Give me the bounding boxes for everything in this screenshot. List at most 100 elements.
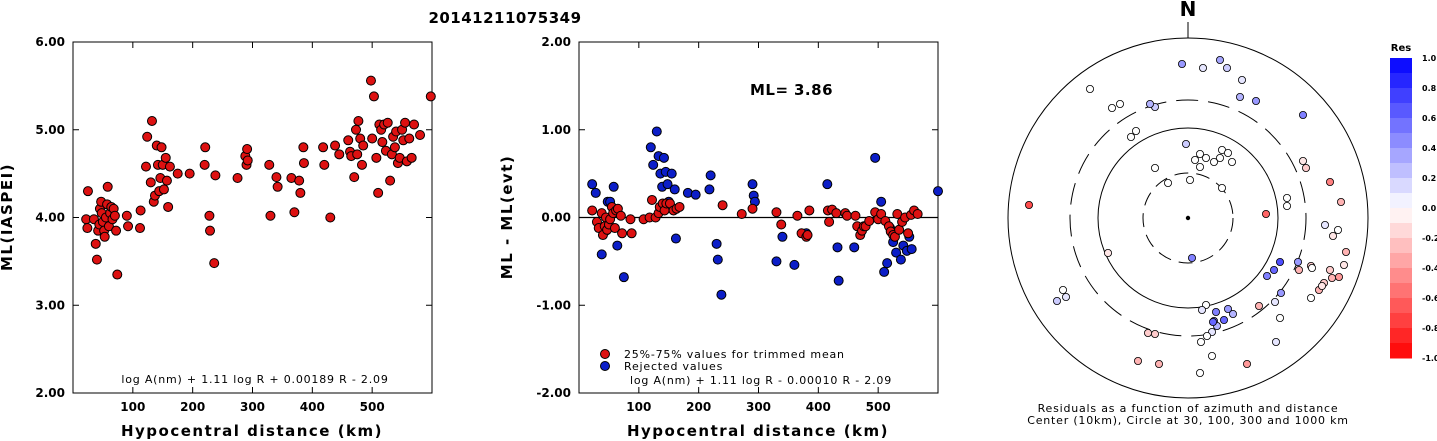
- accepted-point: [674, 201, 685, 212]
- rejected-point: [716, 289, 727, 300]
- magnitude-point: [91, 254, 102, 265]
- rejected-point: [690, 189, 701, 200]
- magnitude-point: [349, 172, 360, 183]
- magnitude-point: [164, 161, 175, 172]
- colorbar-cell: [1390, 223, 1412, 239]
- magnitude-point: [111, 225, 122, 236]
- rejected-point: [596, 249, 607, 260]
- accepted-point: [747, 203, 758, 214]
- magnitude-point: [209, 258, 220, 269]
- plot2-xtick-label: 100: [626, 400, 651, 414]
- plot1-ytick-label: 2.00: [35, 386, 65, 400]
- accepted-point: [903, 228, 914, 239]
- magnitude-point: [109, 210, 120, 221]
- magnitude-point: [112, 269, 123, 280]
- magnitude-point: [82, 186, 93, 197]
- accepted-point: [625, 214, 636, 225]
- rejected-point: [645, 142, 656, 153]
- station-residual-point: [1283, 193, 1292, 202]
- magnitude-point: [146, 115, 157, 126]
- station-residual-point: [1186, 175, 1195, 184]
- magnitude-point: [102, 181, 113, 192]
- plot2-xtick-label: 200: [686, 400, 711, 414]
- station-residual-point: [1062, 292, 1071, 301]
- colorbar-cell: [1390, 178, 1412, 194]
- station-residual-point: [1199, 64, 1208, 73]
- magnitude-point: [404, 133, 415, 144]
- plot1-ytick-label: 3.00: [35, 298, 65, 312]
- colorbar-cell: [1390, 118, 1412, 134]
- plot1-y-axis-label: ML(IASPEI): [0, 163, 16, 271]
- rejected-point: [933, 186, 943, 197]
- station-residual-point: [1223, 64, 1232, 73]
- magnitude-point: [356, 159, 367, 170]
- colorbar-tick-label: 0.8: [1422, 84, 1437, 93]
- polar-points: [1025, 56, 1351, 377]
- legend-accepted-marker: [600, 349, 610, 359]
- station-residual-point: [1276, 257, 1285, 266]
- magnitude-point: [90, 238, 101, 249]
- station-residual-point: [1329, 231, 1338, 240]
- rejected-point: [711, 238, 722, 249]
- rejected-point: [870, 152, 881, 163]
- rejected-point: [879, 266, 890, 277]
- magnitude-point: [264, 159, 275, 170]
- accepted-point: [587, 205, 598, 216]
- plot1-ytick-label: 6.00: [35, 35, 65, 49]
- station-residual-point: [1202, 153, 1211, 162]
- colorbar-cell: [1390, 208, 1412, 224]
- magnitude-point: [389, 142, 400, 153]
- rejected-point: [833, 275, 844, 286]
- magnitude-point: [353, 115, 364, 126]
- station-residual-point: [1212, 307, 1221, 316]
- station-residual-point: [1203, 331, 1212, 340]
- rejected-point: [608, 181, 619, 192]
- colorbar-cell: [1390, 268, 1412, 284]
- ring-30km: [1142, 172, 1234, 264]
- accepted-point: [771, 207, 782, 218]
- ml-value: 3.86: [794, 81, 833, 99]
- station-residual-point: [1283, 201, 1292, 210]
- station-residual-point: [1144, 328, 1153, 337]
- station-residual-point: [1342, 247, 1351, 256]
- rejected-point: [849, 242, 860, 253]
- polar-caption-line1: Residuals as a function of azimuth and d…: [1038, 402, 1339, 415]
- magnitude-point: [409, 119, 420, 130]
- rejected-point: [771, 256, 782, 267]
- rejected-point: [670, 233, 681, 244]
- station-residual-point: [1198, 305, 1207, 314]
- ring-300km: [1069, 99, 1307, 337]
- station-residual-point: [1270, 265, 1279, 274]
- magnitude-point: [294, 175, 305, 186]
- station-residual-point: [1334, 225, 1343, 234]
- legend-rejected-label: Rejected values: [624, 360, 723, 373]
- colorbar-tick-label: -0.4: [1422, 264, 1437, 273]
- colorbar-tick-label: 0.6: [1422, 114, 1437, 123]
- magnitude-point: [289, 207, 300, 218]
- plot1-xtick-label: 300: [240, 400, 265, 414]
- station-residual-point: [1196, 162, 1205, 171]
- station-residual-point: [1104, 248, 1113, 257]
- magnitude-point: [140, 161, 151, 172]
- magnitude-point: [334, 149, 345, 160]
- colorbar-tick-label: -0.6: [1422, 294, 1437, 303]
- station-residual-point: [1224, 148, 1233, 157]
- plot1-x-axis-label: Hypocentral distance (km): [121, 422, 383, 440]
- station-residual-point: [1178, 60, 1187, 69]
- colorbar-tick-label: 0.0: [1422, 204, 1437, 213]
- plot2-ytick-label: -2.00: [536, 386, 571, 400]
- plot1-x-ticks: 100 200 300 400 500: [120, 42, 385, 414]
- plot2-ytick-label: 0.00: [541, 211, 571, 225]
- station-residual-point: [1164, 178, 1173, 187]
- station-residual-point: [1208, 351, 1217, 360]
- magnitude-point: [352, 149, 363, 160]
- station-residual-point: [1191, 155, 1200, 164]
- residual-colorbar: Res 1.0 0.8 0.6 0.4 0.2 0.0 -0.2 -0.4 -0.6 -0.8 -1…: [1390, 43, 1437, 363]
- rejected-point: [704, 184, 715, 195]
- magnitude-point: [135, 223, 146, 234]
- station-residual-point: [1209, 317, 1218, 326]
- colorbar-tick-label: 0.4: [1422, 144, 1437, 153]
- colorbar-cell: [1390, 58, 1412, 74]
- magnitude-point: [368, 91, 379, 102]
